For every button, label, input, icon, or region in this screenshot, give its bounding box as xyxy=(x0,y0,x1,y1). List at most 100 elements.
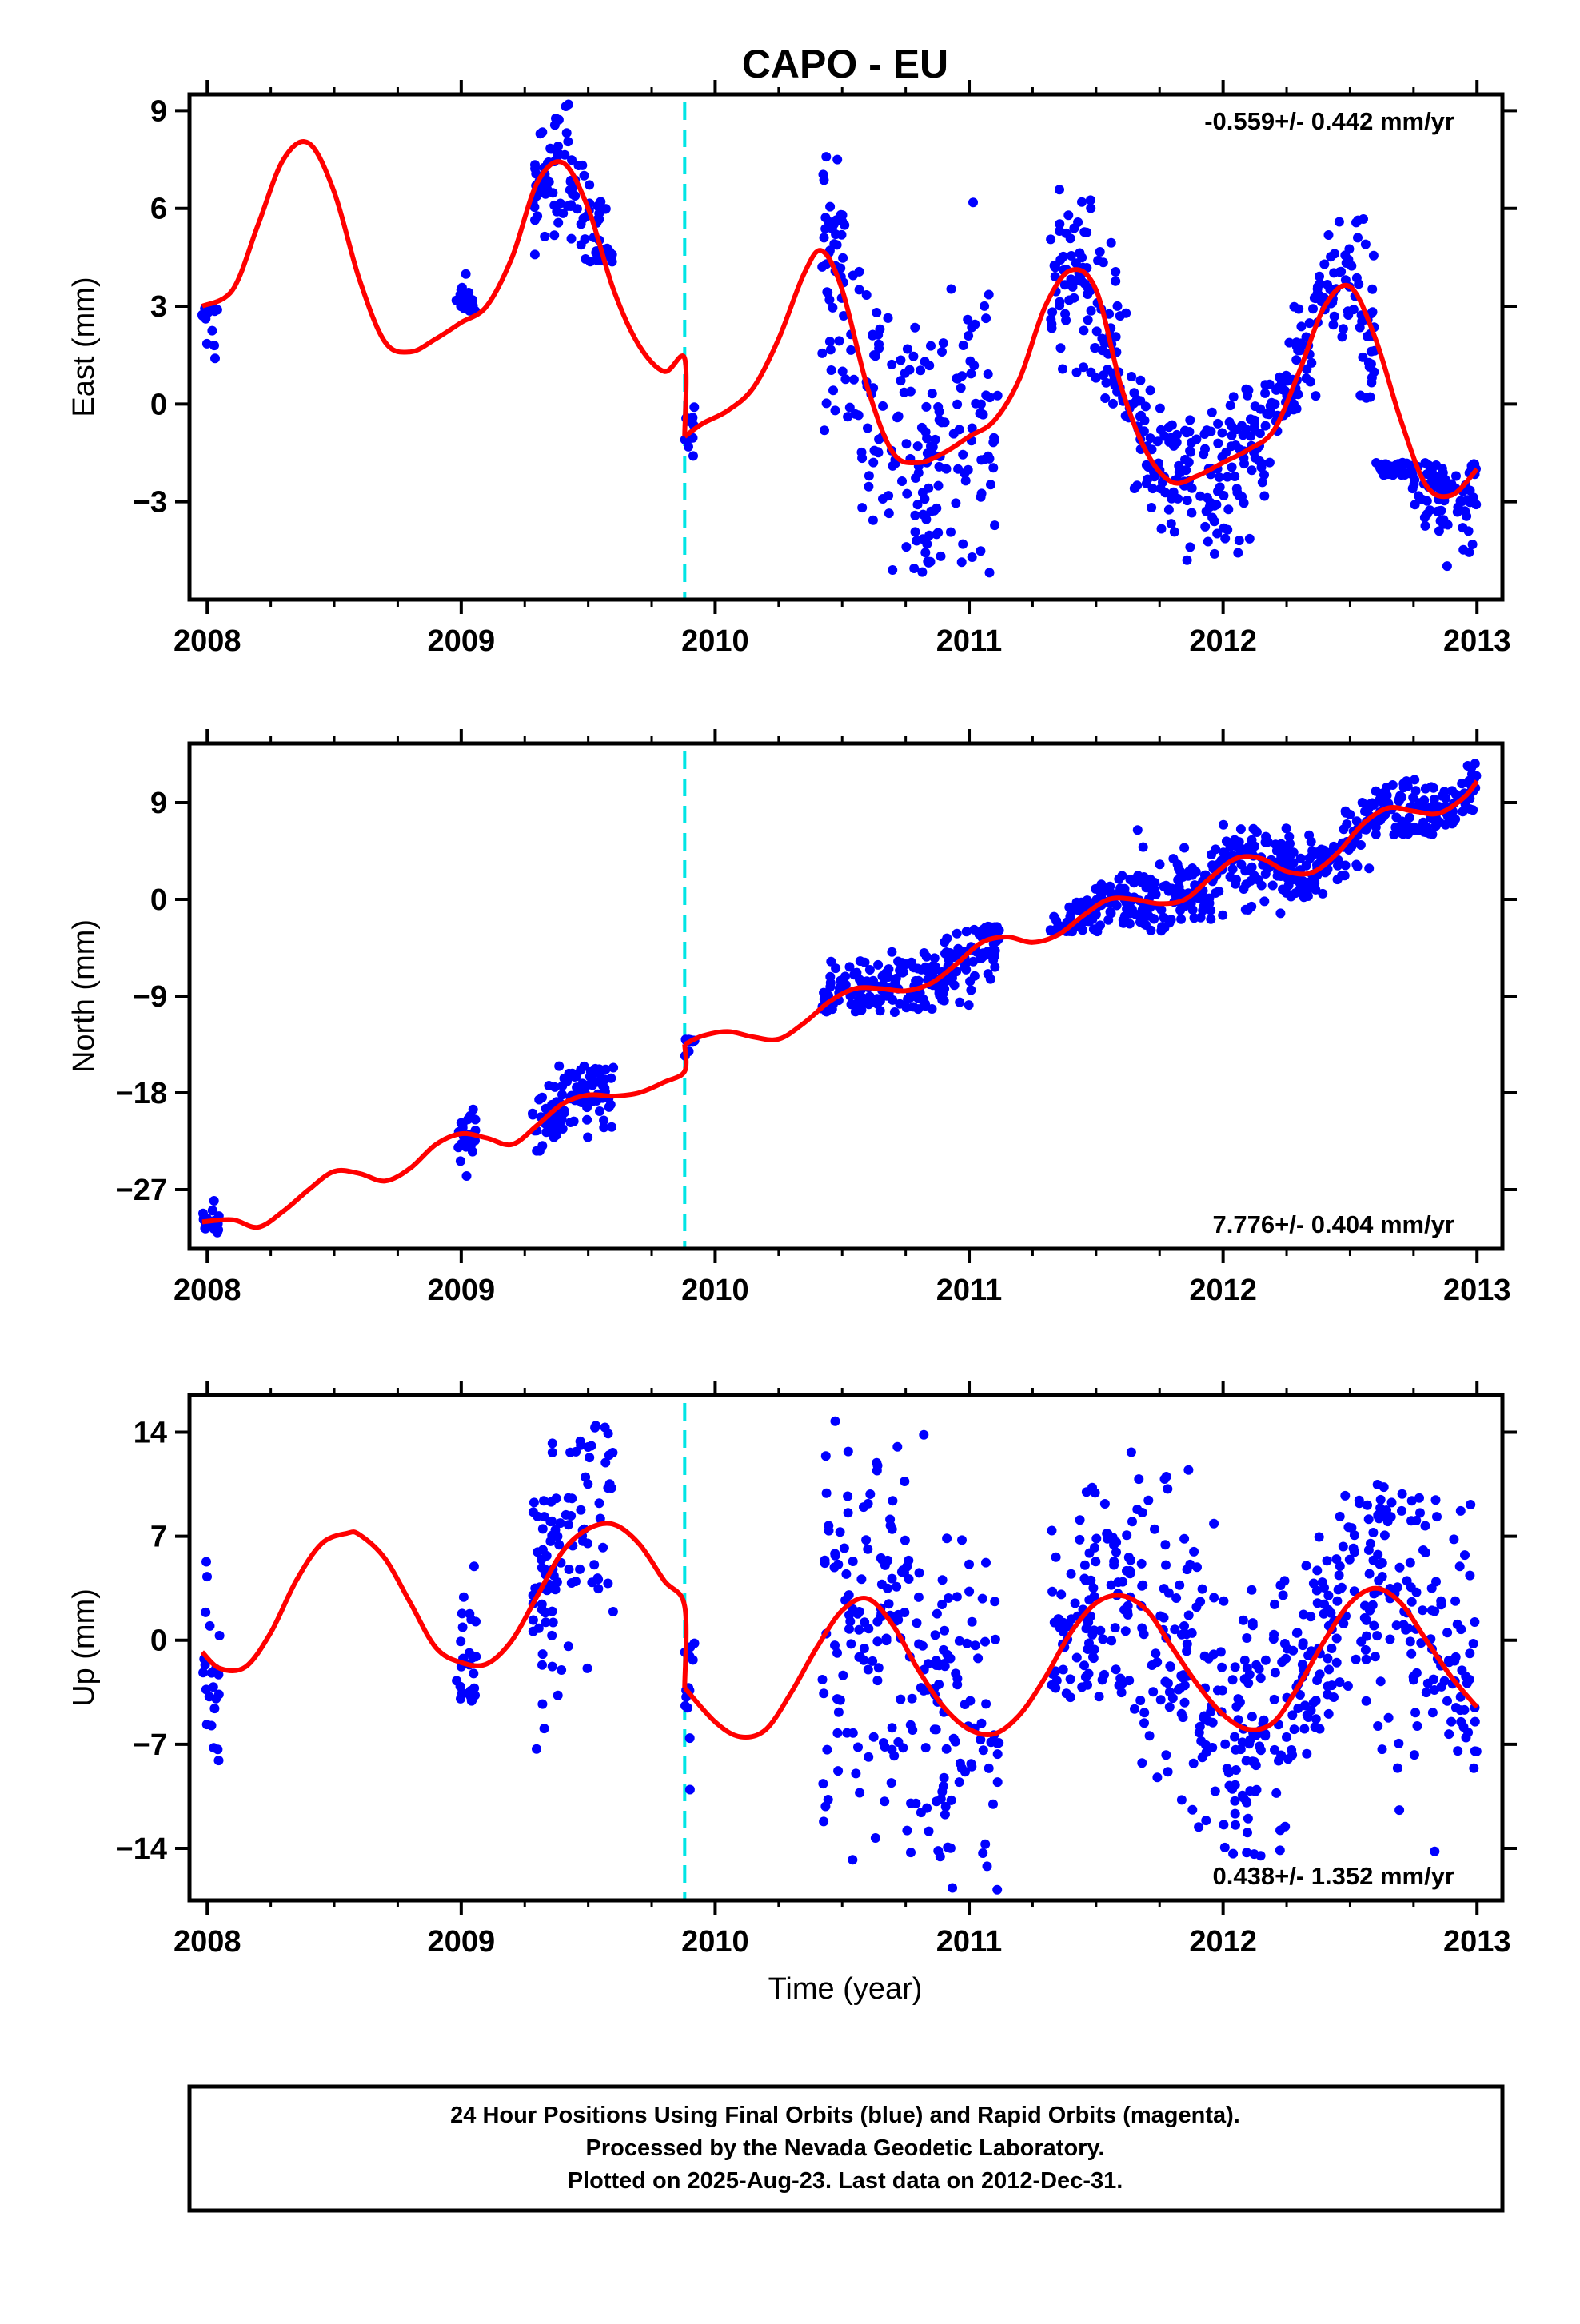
data-point xyxy=(537,1660,547,1670)
data-point xyxy=(872,1636,883,1647)
data-point xyxy=(468,1652,478,1663)
data-point xyxy=(1088,1583,1099,1593)
data-point xyxy=(600,204,610,214)
data-point xyxy=(844,402,855,413)
data-point xyxy=(1089,1644,1099,1655)
data-point xyxy=(1051,1676,1062,1686)
data-point xyxy=(1161,1560,1171,1570)
data-point xyxy=(832,215,842,225)
data-point xyxy=(1135,911,1146,921)
data-point xyxy=(984,568,995,578)
data-point xyxy=(1152,436,1163,447)
data-point xyxy=(1431,460,1442,470)
data-point xyxy=(1351,816,1362,827)
panel-3: 2008 2009 2010 2011 2012 2013 −14 −7 0 7 14 Up (mm)… xyxy=(67,1381,1517,1959)
data-point xyxy=(537,1649,548,1660)
x-axis-label: Time (year) xyxy=(768,1972,923,2006)
data-point xyxy=(201,1557,211,1567)
data-point xyxy=(1164,918,1175,928)
x-tick-label: 2012 xyxy=(1189,624,1257,658)
data-point xyxy=(1254,1664,1264,1674)
data-point xyxy=(843,1491,853,1501)
data-point xyxy=(843,1508,853,1518)
data-point xyxy=(880,1796,890,1807)
data-point xyxy=(1083,1668,1094,1679)
data-point xyxy=(1262,409,1272,419)
data-point xyxy=(1274,1756,1283,1766)
data-point xyxy=(1270,1599,1279,1609)
data-point xyxy=(555,1518,565,1529)
footer-line-1: 24 Hour Positions Using Final Orbits (bl… xyxy=(450,2103,1240,2128)
data-point xyxy=(970,1640,980,1651)
data-point xyxy=(1159,1612,1169,1623)
data-point xyxy=(940,1625,949,1636)
data-point xyxy=(457,1622,468,1632)
data-point xyxy=(565,201,576,211)
model-line xyxy=(683,779,1479,1047)
data-point xyxy=(1349,1586,1359,1597)
data-point xyxy=(1138,842,1148,852)
data-point xyxy=(844,1590,854,1600)
data-point xyxy=(1358,352,1368,362)
data-point xyxy=(1079,1660,1089,1671)
data-point xyxy=(1315,1724,1325,1734)
data-point xyxy=(957,371,968,381)
data-point xyxy=(1122,1530,1132,1541)
data-point xyxy=(209,341,219,351)
data-point xyxy=(917,1640,928,1651)
data-point xyxy=(532,1146,542,1156)
data-point xyxy=(893,1737,904,1747)
data-point xyxy=(1311,391,1321,401)
data-point xyxy=(545,1536,556,1546)
data-point xyxy=(855,1788,865,1798)
data-point xyxy=(547,1447,557,1457)
data-point xyxy=(201,1607,211,1617)
data-point xyxy=(1397,792,1407,803)
data-point xyxy=(1183,1465,1194,1475)
model-line xyxy=(683,248,1479,500)
data-point xyxy=(1312,1598,1323,1608)
data-point xyxy=(1209,1593,1219,1603)
data-point xyxy=(1414,1493,1424,1503)
data-point xyxy=(856,1574,867,1585)
data-point xyxy=(857,503,868,513)
data-point xyxy=(1255,1745,1266,1756)
data-point xyxy=(1271,1788,1282,1798)
data-point xyxy=(1351,273,1362,283)
data-point xyxy=(684,1784,695,1795)
data-point xyxy=(576,240,586,250)
data-point xyxy=(1199,1711,1209,1721)
data-point xyxy=(833,1766,844,1776)
data-point xyxy=(1179,1621,1189,1631)
data-point xyxy=(884,1599,894,1609)
data-point xyxy=(1293,389,1303,400)
data-point xyxy=(1127,1517,1137,1527)
data-point xyxy=(529,1497,539,1508)
data-point xyxy=(965,356,976,366)
data-point xyxy=(1179,1533,1190,1544)
data-point xyxy=(1231,1820,1240,1830)
data-point xyxy=(823,287,833,297)
data-point xyxy=(456,285,466,295)
data-point xyxy=(1191,1602,1202,1612)
data-point xyxy=(1382,1517,1393,1527)
data-point xyxy=(1355,840,1366,850)
data-point xyxy=(1187,1628,1197,1638)
data-point xyxy=(589,1560,600,1570)
data-point xyxy=(883,313,893,323)
data-point xyxy=(1470,1716,1480,1727)
data-point xyxy=(1061,1688,1071,1699)
data-point xyxy=(566,233,577,244)
data-point xyxy=(1194,1822,1204,1832)
data-point xyxy=(877,1554,888,1565)
data-point xyxy=(537,127,548,138)
data-point xyxy=(576,1065,586,1075)
data-point xyxy=(1319,845,1329,855)
data-point xyxy=(1373,1721,1383,1731)
data-point xyxy=(1342,819,1352,829)
data-point xyxy=(1111,1547,1121,1557)
data-point xyxy=(825,978,836,988)
data-point xyxy=(1444,1729,1454,1740)
data-point xyxy=(608,1062,619,1073)
data-point xyxy=(1260,1655,1271,1665)
